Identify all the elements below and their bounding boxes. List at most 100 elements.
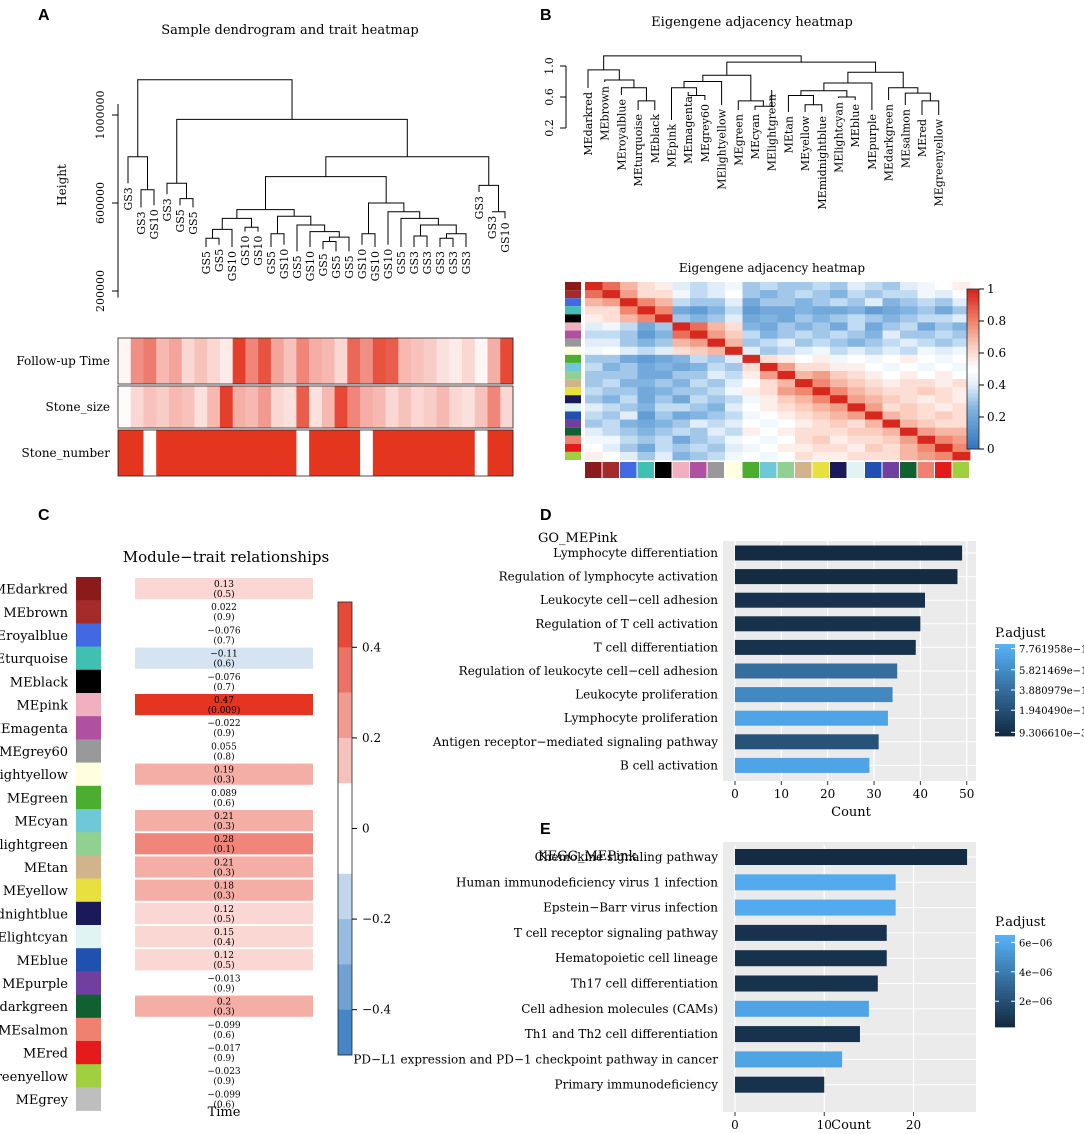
b-leaf-label: MEcyan <box>749 114 762 159</box>
a-trait-cell <box>181 386 195 428</box>
b-dendro-link <box>737 100 764 110</box>
a-trait-cell <box>436 386 450 428</box>
b-dendro-link <box>620 87 647 101</box>
c-cell-r: −0.013 <box>207 974 241 984</box>
b-heat-cell <box>777 403 796 412</box>
panel-a-dendrogram <box>127 79 506 252</box>
b-colorbar-segment <box>967 341 979 346</box>
b-heat-cell <box>952 362 971 372</box>
b-heat-cell <box>865 354 883 364</box>
b-heat-cell <box>847 419 866 429</box>
b-heat-cell <box>690 290 708 299</box>
b-colorbar-tick-label: 0.6 <box>987 346 1006 360</box>
c-cell-r: −0.017 <box>207 1044 241 1054</box>
b-heat-cell <box>812 346 831 356</box>
b-heat-cell <box>777 346 796 356</box>
panel-c-colorbar: 0.4 0.2 0 −0.2 −0.4 <box>337 601 392 1056</box>
b-heat-cell <box>795 395 813 404</box>
b-heat-cell <box>865 330 883 340</box>
panel-a-y-axis: 200000 600000 1000000 <box>94 91 119 312</box>
b-module-color-col <box>865 462 882 478</box>
b-heat-cell <box>760 387 778 396</box>
b-module-color-col <box>830 462 847 478</box>
c-colorbar-segment <box>338 919 352 965</box>
b-heat-cell <box>620 379 638 388</box>
b-heat-cell <box>812 379 831 388</box>
b-heat-cell <box>882 403 901 412</box>
b-module-color-row <box>565 427 581 436</box>
c-cell <box>135 763 313 785</box>
b-leaf-label: MEmidnightblue <box>816 116 829 210</box>
b-leaf-label: MEgrey60 <box>699 104 712 162</box>
b-module-color-row <box>565 395 581 404</box>
b-heat-cell <box>830 451 848 461</box>
b-heat-cell <box>952 330 971 340</box>
b-heat-cell <box>637 411 656 420</box>
b-heat-cell <box>900 306 918 315</box>
a-trait-cell <box>462 430 476 476</box>
b-dendro-link <box>804 104 823 112</box>
b-heat-cell <box>620 330 638 340</box>
b-heat-cell <box>882 427 901 437</box>
b-heat-cell <box>742 314 761 323</box>
d-legend-segment <box>995 690 1015 694</box>
b-heat-cell <box>725 306 743 315</box>
a-trait-cell <box>130 386 144 428</box>
c-module-color <box>76 971 101 995</box>
b-heat-cell <box>847 314 866 323</box>
b-heat-cell <box>760 306 778 315</box>
b-heat-cell <box>935 395 953 404</box>
a-trait-cell <box>258 430 272 476</box>
c-colorbar-tick-label: 0.4 <box>362 640 381 654</box>
b-leaf-label: MElightcyan <box>833 102 846 173</box>
c-cell <box>135 1088 313 1110</box>
b-heat-cell <box>952 314 971 323</box>
b-heat-cell <box>585 322 603 331</box>
c-cell-p: (0.9) <box>213 612 234 623</box>
b-heat-cell <box>602 371 621 380</box>
a-leaf-label: GS3 <box>447 251 460 274</box>
d-category-label: Leukocyte cell−cell adhesion <box>540 593 718 607</box>
d-x-tick-label: 0 <box>731 787 739 801</box>
b-heat-cell <box>742 371 761 380</box>
b-heat-cell <box>795 451 813 461</box>
b-heat-cell <box>725 379 743 388</box>
b-heat-cell <box>865 362 883 372</box>
b-module-color-col <box>690 462 707 478</box>
e-legend-segment <box>995 947 1015 951</box>
b-heat-cell <box>795 371 813 380</box>
b-module-color-col <box>847 462 864 478</box>
d-legend-segment <box>995 668 1015 672</box>
b-heat-cell <box>655 322 673 331</box>
panel-e: KEGG_MEPink Chemokine signaling pathway H… <box>353 842 1052 1133</box>
b-heat-cell <box>655 282 673 291</box>
b-heat-cell <box>917 387 936 396</box>
b-heat-cell <box>585 395 603 404</box>
b-colorbar-segment <box>967 417 979 422</box>
e-x-tick-label: 20 <box>906 1118 921 1132</box>
b-heat-cell <box>725 362 743 372</box>
a-trait-cell <box>283 338 297 384</box>
b-module-color-col <box>760 462 777 478</box>
a-trait-cell <box>156 430 170 476</box>
c-module-color <box>76 785 101 810</box>
c-module-label: MElightgreen <box>0 838 69 853</box>
b-heat-cell <box>602 419 621 429</box>
d-legend-segment <box>995 732 1015 737</box>
b-module-color-col <box>725 462 742 478</box>
b-heat-cell <box>620 354 638 364</box>
b-heat-cell <box>585 427 603 437</box>
panel-d: GO_MEPink Lymphocyte differentiation Regu… <box>432 531 1084 820</box>
c-colorbar-segment <box>338 1009 352 1056</box>
b-heat-cell <box>865 451 883 461</box>
b-heat-cell <box>602 403 621 412</box>
b-heat-cell <box>917 419 936 429</box>
b-heat-cell <box>690 298 708 307</box>
e-bar <box>735 1000 869 1017</box>
b-heat-cell <box>620 322 638 331</box>
b-heat-cell <box>585 451 603 461</box>
a-trait-cell <box>360 338 374 384</box>
b-leaf-label: MEturquoise <box>632 114 645 186</box>
b-y-tick-label: 1.0 <box>543 57 556 75</box>
c-module-label: MEcyan <box>14 815 68 830</box>
